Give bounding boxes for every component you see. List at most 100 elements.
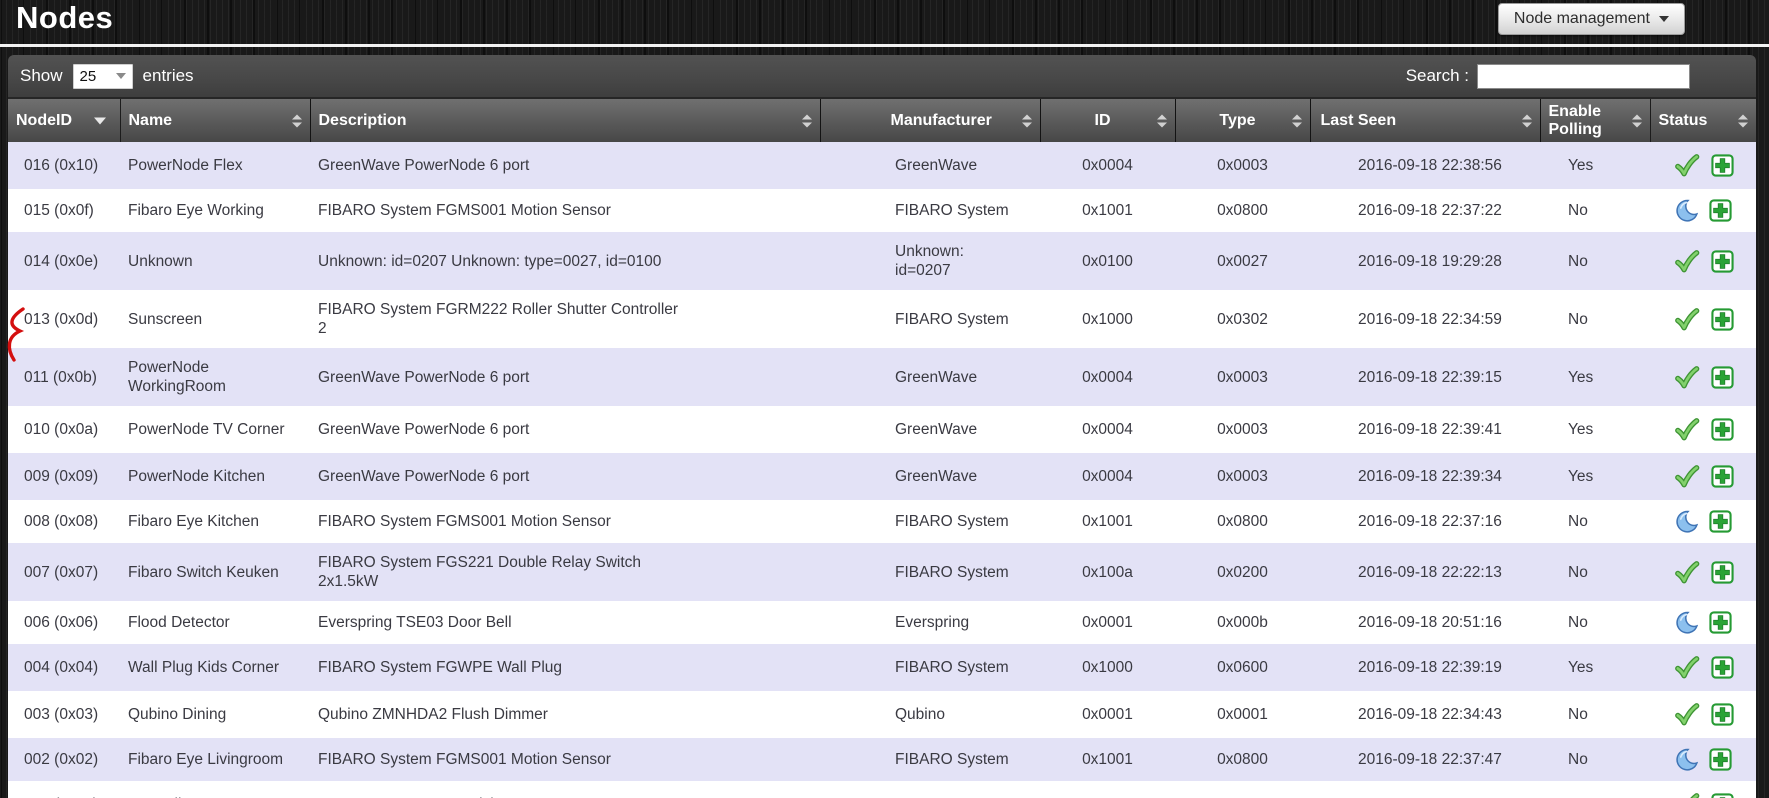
cell-enable-polling: No: [1568, 751, 1588, 768]
column-header-type[interactable]: Type: [1174, 97, 1310, 142]
cell-manufacturer-id: 0x0004: [1082, 421, 1133, 438]
node-heal-button[interactable]: [1708, 611, 1732, 634]
cell-manufacturer: FIBARO System: [895, 202, 1009, 219]
column-header-enable_polling[interactable]: Enable Polling: [1539, 97, 1650, 142]
column-header-id[interactable]: ID: [1039, 97, 1175, 142]
status-awake-icon: [1673, 364, 1700, 391]
nodes-table-body: 016 (0x10) PowerNode Flex GreenWave Powe…: [8, 142, 1756, 798]
column-header-description[interactable]: Description: [309, 97, 820, 142]
cell-type: 0x0003: [1217, 421, 1268, 438]
cell-node-id: 004 (0x04): [24, 659, 99, 676]
cell-node-id: 006 (0x06): [24, 614, 99, 631]
cell-enable-polling: Yes: [1568, 157, 1594, 174]
spacer: [0, 47, 1769, 55]
column-header-nodeid[interactable]: NodeID: [8, 97, 120, 142]
table-row[interactable]: 002 (0x02) Fibaro Eye Livingroom FIBARO …: [8, 738, 1756, 781]
node-heal-button[interactable]: [1708, 199, 1732, 222]
cell-node-id: 007 (0x07): [24, 563, 99, 581]
cell-type: 0x0003: [1217, 157, 1268, 174]
cell-name: Qubino Dining: [128, 706, 227, 723]
search-input[interactable]: [1477, 63, 1690, 89]
table-row[interactable]: 015 (0x0f) Fibaro Eye Working FIBARO Sys…: [8, 189, 1756, 232]
cell-manufacturer-id: 0x1001: [1082, 751, 1133, 768]
cell-node-id: 016 (0x10): [24, 157, 99, 174]
cell-name: PowerNode Flex: [128, 157, 243, 174]
cell-status: [1650, 189, 1756, 232]
cell-type: 0x0001: [1217, 706, 1268, 723]
cell-last-seen: 2016-09-18 22:39:19: [1358, 659, 1502, 676]
cell-description: Aeotec DSA02203 Z-Stick S2: [310, 781, 820, 798]
cell-name: Unknown: [128, 252, 193, 270]
node-heal-button[interactable]: [1710, 656, 1734, 679]
cell-status: [1650, 543, 1756, 601]
cell-node-id: 001 (0x01): [8, 781, 120, 798]
cell-type: 0x0800: [1217, 202, 1268, 219]
table-row[interactable]: 014 (0x0e) Unknown Unknown: id=0207 Unkn…: [8, 232, 1756, 290]
cell-last-seen: 2016-09-18 22:34:59: [1358, 310, 1502, 328]
cell-enable-polling: Yes: [1568, 368, 1594, 386]
cell-node-id: 008 (0x08): [24, 513, 99, 530]
cell-last-seen: 2016-09-18 22:34:43: [1358, 706, 1502, 723]
table-row[interactable]: 004 (0x04) Wall Plug Kids Corner FIBARO …: [8, 644, 1756, 691]
cell-name: PowerNode TV Corner: [128, 421, 285, 438]
cell-manufacturer: GreenWave: [895, 421, 978, 438]
node-heal-button[interactable]: [1710, 560, 1734, 584]
table-row[interactable]: 013 (0x0d) Sunscreen FIBARO System FGRM2…: [8, 290, 1756, 348]
top-bar: Nodes Node management: [0, 0, 1769, 44]
cell-name: Wall Plug Kids Corner: [128, 659, 280, 676]
node-heal-button[interactable]: [1708, 748, 1732, 771]
cell-type: 0x0027: [1217, 252, 1268, 270]
red-squiggle-annotation: [7, 307, 25, 362]
node-heal-button[interactable]: [1710, 793, 1734, 798]
table-row[interactable]: 007 (0x07) Fibaro Switch Keuken FIBARO S…: [8, 543, 1756, 601]
cell-manufacturer: Everspring: [895, 614, 970, 631]
page-size-select[interactable]: 25: [72, 63, 133, 89]
cell-type: 0x0600: [1217, 659, 1268, 676]
cell-enable-polling: Yes: [1568, 659, 1594, 676]
cell-manufacturer-id: 0x0004: [1082, 368, 1133, 386]
node-management-button[interactable]: Node management: [1497, 3, 1685, 35]
status-awake-icon: [1673, 654, 1700, 681]
table-row[interactable]: 009 (0x09) PowerNode Kitchen GreenWave P…: [8, 453, 1756, 500]
table-row[interactable]: 008 (0x08) Fibaro Eye Kitchen FIBARO Sys…: [8, 500, 1756, 543]
column-header-manufacturer[interactable]: Manufacturer: [819, 97, 1040, 142]
cell-manufacturer-id: 0x1001: [1082, 202, 1133, 219]
table-row[interactable]: 001 (0x01) Controller Aeotec DSA02203 Z-…: [8, 781, 1756, 798]
cell-enable-polling: No: [1568, 252, 1588, 270]
column-header-last_seen[interactable]: Last Seen: [1309, 97, 1540, 142]
cell-status: [1650, 691, 1756, 738]
sort-toggle-icon: [1156, 114, 1168, 127]
cell-last-seen: 2016-09-18 20:51:16: [1358, 614, 1502, 631]
node-heal-button[interactable]: [1710, 307, 1734, 331]
table-row[interactable]: 011 (0x0b) PowerNode WorkingRoom GreenWa…: [8, 348, 1756, 406]
cell-enable-polling: No: [1540, 781, 1650, 798]
cell-type: 0x0200: [1217, 563, 1268, 581]
cell-manufacturer: Aeotec: [820, 781, 1040, 798]
table-row[interactable]: 003 (0x03) Qubino Dining Qubino ZMNHDA2 …: [8, 691, 1756, 738]
node-heal-button[interactable]: [1710, 365, 1734, 389]
cell-description: GreenWave PowerNode 6 port: [318, 157, 530, 174]
cell-enable-polling: No: [1568, 563, 1588, 581]
cell-enable-polling: No: [1568, 706, 1588, 723]
node-heal-button[interactable]: [1710, 249, 1734, 273]
node-heal-button[interactable]: [1708, 510, 1732, 533]
cell-name: Controller: [120, 781, 310, 798]
column-header-name[interactable]: Name: [119, 97, 310, 142]
cell-manufacturer-id: 0x0100: [1082, 252, 1133, 270]
table-row[interactable]: 016 (0x10) PowerNode Flex GreenWave Powe…: [8, 142, 1756, 189]
node-heal-button[interactable]: [1710, 418, 1734, 441]
node-heal-button[interactable]: [1710, 703, 1734, 726]
cell-status: [1650, 644, 1756, 691]
node-management-label: Node management: [1513, 10, 1650, 27]
sort-toggle-icon: [1737, 114, 1749, 127]
status-sleeping-icon: [1675, 611, 1698, 634]
cell-manufacturer-id: 0x0004: [1082, 468, 1133, 485]
cell-status: [1650, 500, 1756, 543]
table-row[interactable]: 010 (0x0a) PowerNode TV Corner GreenWave…: [8, 406, 1756, 453]
node-heal-button[interactable]: [1710, 154, 1734, 177]
node-heal-button[interactable]: [1710, 465, 1734, 488]
status-sleeping-icon: [1675, 199, 1698, 222]
table-row[interactable]: 006 (0x06) Flood Detector Everspring TSE…: [8, 601, 1756, 644]
column-header-status[interactable]: Status: [1649, 97, 1756, 142]
page-size-value: 25: [79, 67, 97, 85]
